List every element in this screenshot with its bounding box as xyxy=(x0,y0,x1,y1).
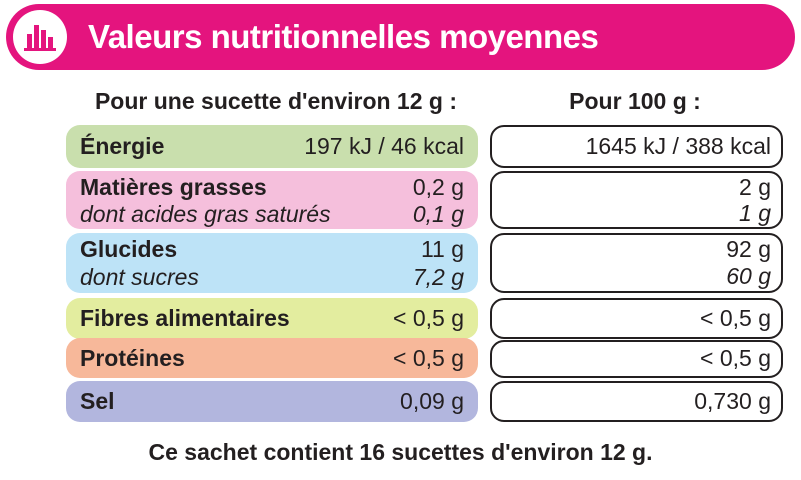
row-value: 0,09 g xyxy=(400,388,464,414)
footer-note: Ce sachet contient 16 sucettes d'environ… xyxy=(148,439,653,465)
row-energie-per100: 1645 kJ / 388 kcal xyxy=(490,125,783,168)
row-fibres-portion: Fibres alimentaires < 0,5 g xyxy=(66,298,478,339)
row-value: 1645 kJ / 388 kcal xyxy=(585,132,771,159)
row-sub-value: 0,1 g xyxy=(412,200,464,227)
row-label: Matières grasses xyxy=(80,173,267,200)
row-proteines-per100: < 0,5 g xyxy=(490,340,783,378)
row-glucides-portion: Glucides 11 g dont sucres 7,2 g xyxy=(66,233,478,293)
row-value: 2 g xyxy=(739,173,771,200)
row-sub-value: 1 g xyxy=(739,199,771,226)
row-glucides-per100: 92 g 60 g xyxy=(490,233,783,293)
row-label: Protéines xyxy=(80,344,185,371)
row-sub-value: 7,2 g xyxy=(412,263,464,290)
row-value: < 0,5 g xyxy=(393,344,464,371)
row-value: < 0,5 g xyxy=(700,345,771,371)
row-label: Sel xyxy=(80,388,115,414)
row-value: < 0,5 g xyxy=(700,304,771,331)
row-matieres-grasses-portion: Matières grasses 0,2 g dont acides gras … xyxy=(66,171,478,229)
row-value: 11 g xyxy=(420,236,464,262)
row-label: Glucides xyxy=(80,236,178,262)
row-proteines-portion: Protéines < 0,5 g xyxy=(66,338,478,378)
column-header-per-portion: Pour une sucette d'environ 12 g : xyxy=(94,88,458,114)
row-sel-per100: 0,730 g xyxy=(490,381,783,422)
row-value: < 0,5 g xyxy=(393,305,464,331)
row-value: 197 kJ / 46 kcal xyxy=(304,133,464,159)
bar-chart-icon xyxy=(13,10,67,64)
page-title: Valeurs nutritionnelles moyennes xyxy=(88,18,599,55)
row-value: 0,730 g xyxy=(694,387,771,414)
title-banner: Valeurs nutritionnelles moyennes xyxy=(6,4,795,70)
row-sel-portion: Sel 0,09 g xyxy=(66,381,478,422)
row-fibres-per100: < 0,5 g xyxy=(490,298,783,339)
row-label: Énergie xyxy=(80,133,165,159)
column-header-per-100g: Pour 100 g : xyxy=(569,88,701,114)
row-energie-portion: Énergie 197 kJ / 46 kcal xyxy=(66,125,478,168)
row-value: 0,2 g xyxy=(412,173,464,200)
row-matieres-grasses-per100: 2 g 1 g xyxy=(490,171,783,229)
row-sub-label: dont sucres xyxy=(80,263,199,290)
row-value: 92 g xyxy=(726,236,771,262)
row-sub-label: dont acides gras saturés xyxy=(80,200,331,227)
row-label: Fibres alimentaires xyxy=(80,305,290,331)
row-sub-value: 60 g xyxy=(726,262,771,289)
